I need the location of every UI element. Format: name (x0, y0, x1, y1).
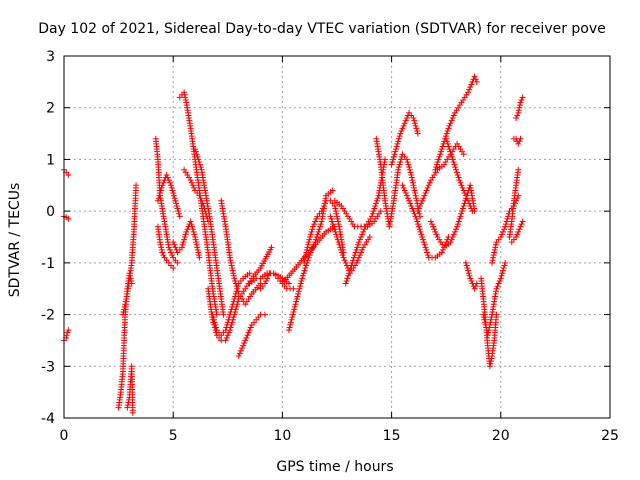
y-tick-label: 1 (46, 152, 55, 168)
axis-ticks: 0 5 10 15 20 25 -4 -3 -2 -1 0 1 2 3 (41, 49, 619, 444)
x-tick-label: 10 (273, 428, 291, 444)
data-series (61, 73, 526, 416)
y-tick-label: -2 (41, 308, 55, 324)
y-axis-label: SDTVAR / TECUs (7, 183, 23, 298)
chart-grid (64, 56, 610, 418)
y-tick-label: -3 (41, 359, 55, 375)
y-tick-label: 3 (46, 49, 55, 65)
x-axis-label: GPS time / hours (276, 459, 393, 475)
y-tick-label: 2 (46, 101, 55, 117)
series-markers (61, 73, 526, 416)
x-tick-label: 20 (492, 428, 510, 444)
y-tick-label: -1 (41, 256, 55, 272)
plot-frame (63, 55, 611, 419)
x-tick-label: 15 (383, 428, 401, 444)
y-tick-label: -4 (41, 411, 55, 427)
x-tick-label: 0 (60, 428, 69, 444)
x-tick-label: 25 (601, 428, 619, 444)
chart-title: Day 102 of 2021, Sidereal Day-to-day VTE… (38, 21, 606, 37)
y-tick-label: 0 (46, 204, 55, 220)
x-tick-label: 5 (169, 428, 178, 444)
